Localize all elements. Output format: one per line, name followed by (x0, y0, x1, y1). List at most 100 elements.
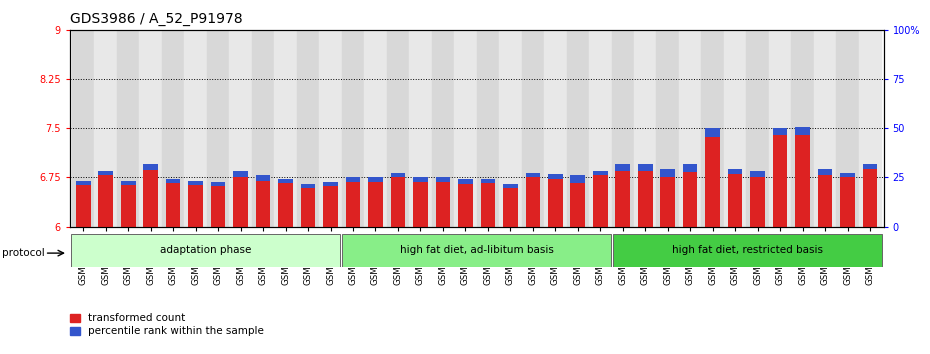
Bar (117, 30, 140, 227)
Text: protocol: protocol (2, 248, 45, 258)
Bar (840, 173, 855, 177)
Bar (773, 128, 788, 227)
Bar (368, 177, 383, 182)
Bar (346, 177, 360, 182)
Bar (481, 179, 495, 183)
Bar (593, 171, 607, 176)
Bar (206, 30, 230, 227)
Bar (300, 184, 315, 227)
Bar (278, 179, 293, 183)
Bar (435, 177, 450, 182)
Bar (503, 184, 518, 188)
Bar (324, 182, 338, 186)
Bar (432, 30, 454, 227)
Bar (319, 30, 341, 227)
Bar (499, 30, 522, 227)
Bar (121, 181, 136, 227)
Bar (72, 30, 95, 227)
Bar (679, 30, 701, 227)
Bar (413, 177, 428, 227)
Bar (751, 171, 764, 177)
Bar (121, 181, 136, 185)
Bar (638, 164, 653, 171)
Bar (817, 169, 832, 227)
Bar (525, 173, 540, 177)
Bar (548, 174, 563, 179)
Bar (278, 179, 293, 227)
Legend: transformed count, percentile rank within the sample: transformed count, percentile rank withi… (71, 313, 264, 336)
Bar (589, 30, 612, 227)
Bar (184, 30, 206, 227)
Bar (341, 30, 365, 227)
Bar (435, 177, 450, 227)
Bar (728, 169, 742, 173)
Bar (342, 234, 611, 267)
Bar (751, 171, 764, 227)
Text: GDS3986 / A_52_P91978: GDS3986 / A_52_P91978 (70, 12, 243, 27)
Bar (503, 184, 518, 227)
Bar (166, 179, 180, 227)
Bar (346, 177, 360, 227)
Bar (657, 30, 679, 227)
Bar (409, 30, 432, 227)
Bar (454, 30, 476, 227)
Bar (836, 30, 858, 227)
Bar (256, 176, 271, 227)
Bar (544, 30, 566, 227)
Bar (660, 169, 675, 177)
Bar (814, 30, 836, 227)
Bar (701, 30, 724, 227)
Text: high fat diet, restricted basis: high fat diet, restricted basis (672, 245, 823, 256)
Bar (413, 177, 428, 182)
Bar (99, 171, 113, 175)
Bar (143, 164, 158, 170)
Bar (166, 179, 180, 183)
Bar (189, 181, 203, 185)
Bar (274, 30, 297, 227)
Bar (769, 30, 791, 227)
Bar (189, 181, 203, 227)
Bar (548, 174, 563, 227)
Bar (728, 169, 742, 227)
Bar (76, 181, 90, 185)
Bar (387, 30, 409, 227)
Bar (233, 171, 248, 177)
Bar (724, 30, 747, 227)
Bar (593, 171, 607, 227)
Bar (817, 169, 832, 176)
Bar (252, 30, 274, 227)
Bar (143, 164, 158, 227)
Bar (683, 164, 698, 227)
Bar (614, 234, 883, 267)
Bar (791, 30, 814, 227)
Text: high fat diet, ad-libitum basis: high fat diet, ad-libitum basis (400, 245, 553, 256)
Bar (99, 171, 113, 227)
Bar (458, 179, 472, 184)
Bar (705, 128, 720, 227)
Text: adaptation phase: adaptation phase (160, 245, 251, 256)
Bar (391, 173, 405, 227)
Bar (233, 171, 248, 227)
Bar (297, 30, 319, 227)
Bar (570, 176, 585, 183)
Bar (638, 164, 653, 227)
Bar (570, 176, 585, 227)
Bar (612, 30, 634, 227)
Bar (76, 181, 90, 227)
Bar (140, 30, 162, 227)
Bar (211, 182, 225, 186)
Bar (616, 164, 630, 227)
Bar (795, 127, 810, 227)
Bar (211, 182, 225, 227)
Bar (616, 164, 630, 171)
Bar (71, 234, 339, 267)
Bar (522, 30, 544, 227)
Bar (525, 173, 540, 227)
Bar (863, 164, 877, 227)
Bar (476, 30, 499, 227)
Bar (566, 30, 589, 227)
Bar (95, 30, 117, 227)
Bar (863, 164, 877, 169)
Bar (391, 173, 405, 177)
Bar (747, 30, 769, 227)
